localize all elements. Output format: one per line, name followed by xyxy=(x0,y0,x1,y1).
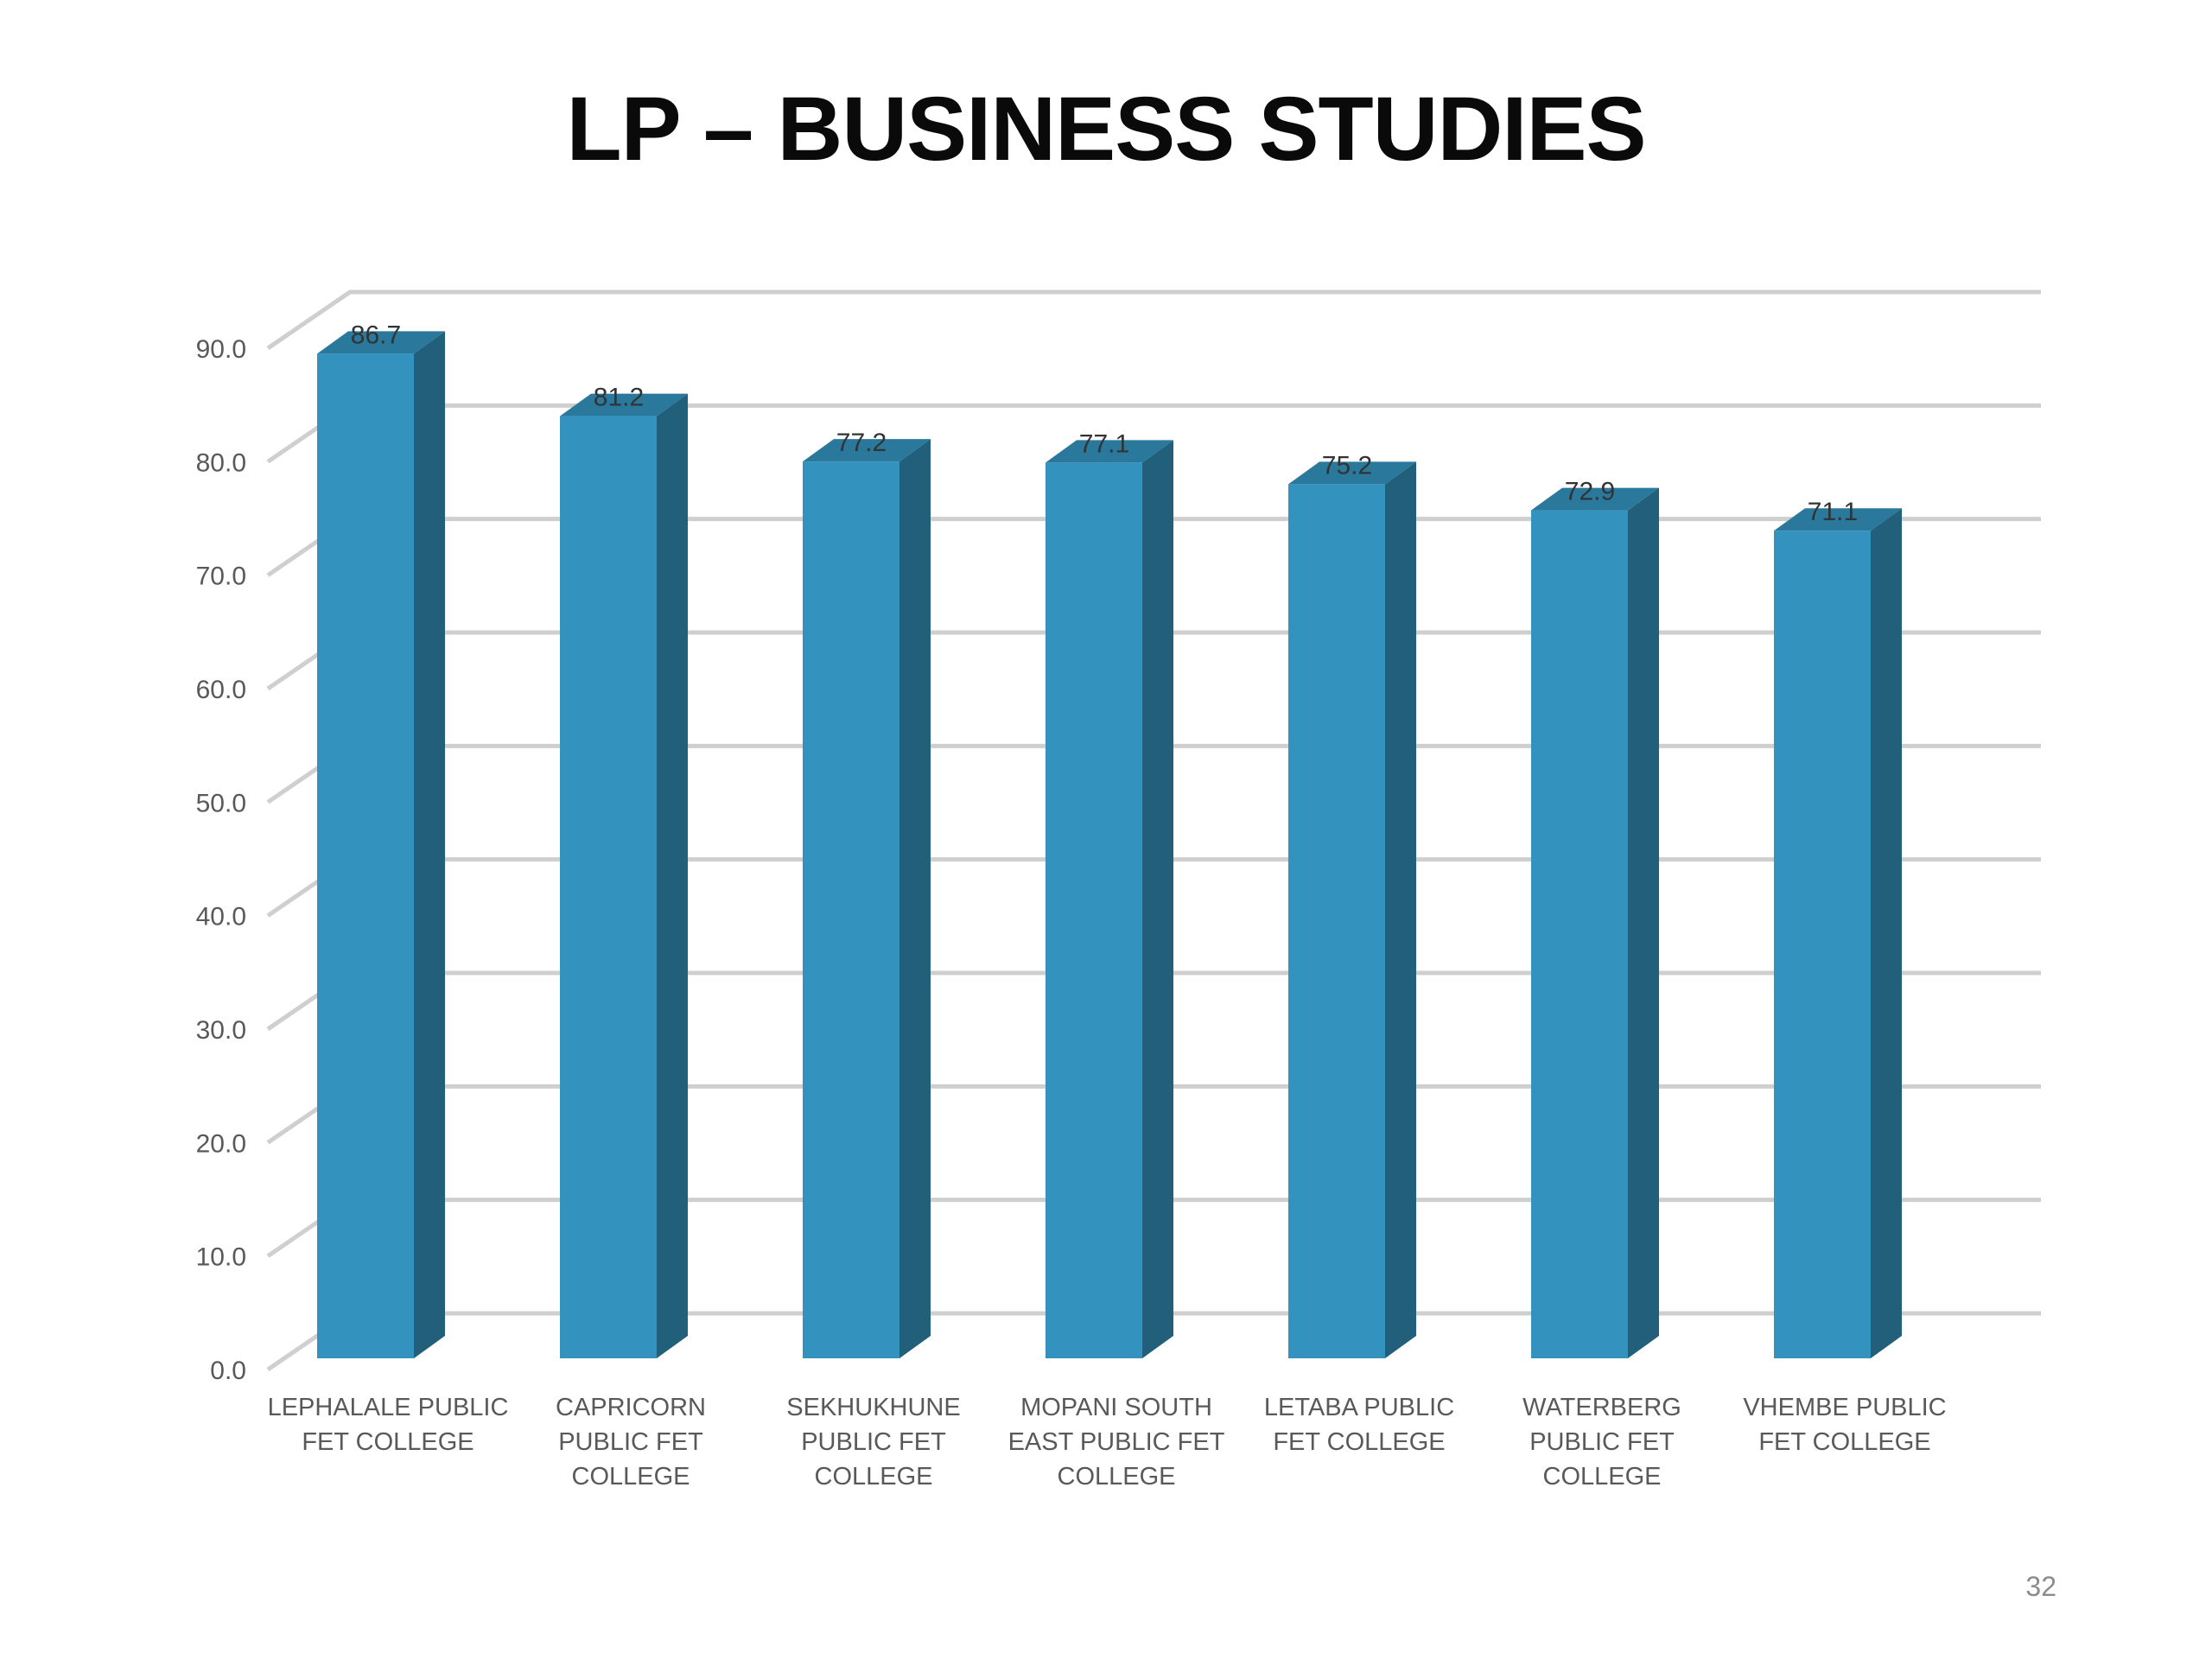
y-tick-label: 30.0 xyxy=(196,1016,246,1045)
y-tick-label: 20.0 xyxy=(196,1129,246,1158)
data-label: 77.2 xyxy=(836,429,887,457)
x-category-label: CAPRICORN PUBLIC FET COLLEGE xyxy=(556,1394,706,1491)
gridline xyxy=(266,289,2041,351)
bar-top xyxy=(1046,440,1173,463)
bar-top xyxy=(803,439,931,462)
bar-top xyxy=(1531,487,1659,511)
bar-top xyxy=(1288,461,1416,485)
data-label: 72.9 xyxy=(1565,478,1615,506)
x-category-label-line: MOPANI SOUTH xyxy=(1020,1394,1212,1421)
bar xyxy=(1046,462,1142,1359)
x-category-label-line: COLLEGE xyxy=(815,1463,933,1491)
x-category-label-line: PUBLIC FET xyxy=(1529,1428,1675,1456)
y-tick-label: 80.0 xyxy=(196,448,246,477)
y-tick-label: 60.0 xyxy=(196,676,246,704)
bar xyxy=(1774,531,1871,1358)
x-category-label: WATERBERG PUBLIC FET COLLEGE xyxy=(1522,1394,1681,1491)
y-tick-label: 90.0 xyxy=(196,335,246,364)
page-number: 32 xyxy=(2025,1571,2056,1602)
bar xyxy=(1531,510,1628,1358)
data-label: 77.1 xyxy=(1079,429,1129,458)
x-category-label-line: SEKHUKHUNE xyxy=(786,1394,960,1421)
y-tick-label: 70.0 xyxy=(196,563,246,591)
bar-side xyxy=(414,331,445,1359)
x-category-label-line: WATERBERG xyxy=(1522,1394,1681,1421)
y-tick-label: 0.0 xyxy=(210,1357,246,1385)
bar xyxy=(803,461,899,1358)
data-label: 86.7 xyxy=(351,321,401,349)
x-category-label-line: COLLEGE xyxy=(1058,1463,1176,1491)
bar-side xyxy=(1628,487,1659,1358)
x-category-label-line: CAPRICORN xyxy=(556,1394,706,1421)
x-category-label-line: VHEMBE PUBLIC xyxy=(1743,1394,1946,1421)
y-tick-label: 10.0 xyxy=(196,1243,246,1272)
data-label: 71.1 xyxy=(1808,498,1858,526)
bar xyxy=(1288,484,1385,1358)
data-label: 75.2 xyxy=(1322,451,1372,480)
x-category-label: VHEMBE PUBLIC FET COLLEGE xyxy=(1743,1394,1946,1456)
bar-side xyxy=(899,439,931,1358)
bar-top xyxy=(317,331,445,354)
slide-title: LP – BUSINESS STUDIES xyxy=(566,79,1646,180)
x-category-label-line: LEPHALALE PUBLIC xyxy=(268,1394,509,1421)
x-category-label-line: PUBLIC FET xyxy=(558,1428,703,1456)
x-category-label: LEPHALALE PUBLIC FET COLLEGE xyxy=(268,1394,509,1456)
x-category-label: SEKHUKHUNE PUBLIC FET COLLEGE xyxy=(786,1394,960,1491)
x-category-label-line: COLLEGE xyxy=(1543,1463,1662,1491)
bar-side xyxy=(1142,440,1173,1358)
x-category-label-line: EAST PUBLIC FET xyxy=(1008,1428,1225,1456)
x-category-label: LETABA PUBLIC FET COLLEGE xyxy=(1264,1394,1454,1456)
bar-top xyxy=(1774,508,1902,531)
x-category-label-line: FET COLLEGE xyxy=(302,1428,474,1456)
x-category-label-line: LETABA PUBLIC xyxy=(1264,1394,1454,1421)
x-category-label-line: COLLEGE xyxy=(572,1463,690,1491)
bar-top xyxy=(560,393,688,416)
bar-side xyxy=(1871,508,1902,1358)
bar xyxy=(560,416,657,1358)
bar-side xyxy=(657,393,688,1358)
y-tick-label: 40.0 xyxy=(196,903,246,931)
x-category-label: MOPANI SOUTH EAST PUBLIC FET COLLEGE xyxy=(1008,1394,1225,1491)
bar xyxy=(317,353,414,1359)
x-category-label-line: FET COLLEGE xyxy=(1758,1428,1930,1456)
data-label: 81.2 xyxy=(594,384,644,412)
y-tick-label: 50.0 xyxy=(196,789,246,817)
bar-side xyxy=(1385,461,1416,1359)
x-category-label-line: FET COLLEGE xyxy=(1273,1428,1445,1456)
x-category-label-line: PUBLIC FET xyxy=(801,1428,946,1456)
